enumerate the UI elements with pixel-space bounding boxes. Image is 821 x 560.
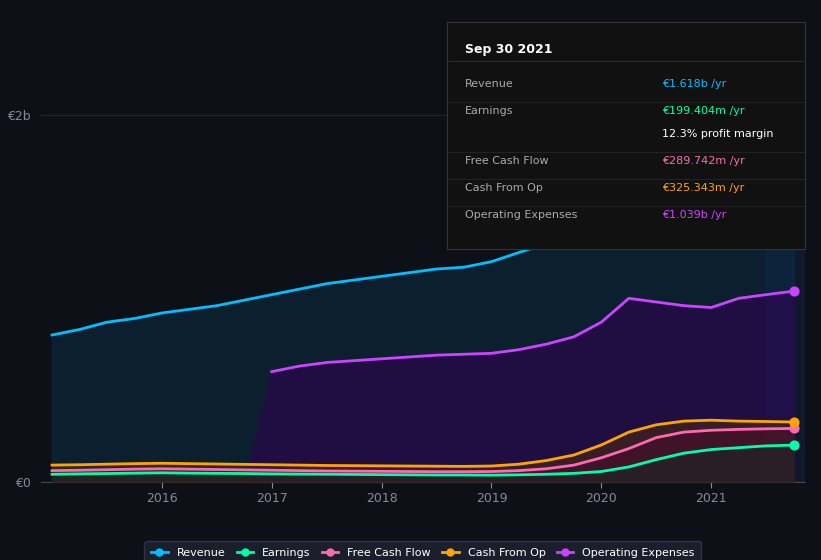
Point [787, 287, 800, 296]
Text: Revenue: Revenue [466, 78, 514, 88]
Text: Cash From Op: Cash From Op [466, 183, 544, 193]
Text: 12.3% profit margin: 12.3% profit margin [662, 129, 773, 138]
Text: Sep 30 2021: Sep 30 2021 [466, 43, 553, 56]
Point [787, 424, 800, 433]
Bar [766, 78, 805, 482]
Text: €199.404m /yr: €199.404m /yr [662, 106, 744, 116]
Point [787, 180, 800, 189]
Text: €325.343m /yr: €325.343m /yr [662, 183, 744, 193]
Point [787, 418, 800, 427]
Text: €289.742m /yr: €289.742m /yr [662, 156, 745, 166]
Point [787, 441, 800, 450]
Text: Free Cash Flow: Free Cash Flow [466, 156, 549, 166]
Text: €1.618b /yr: €1.618b /yr [662, 78, 726, 88]
Text: Earnings: Earnings [466, 106, 514, 116]
Legend: Revenue, Earnings, Free Cash Flow, Cash From Op, Operating Expenses: Revenue, Earnings, Free Cash Flow, Cash … [144, 542, 701, 560]
Text: €1.039b /yr: €1.039b /yr [662, 210, 726, 220]
Text: Operating Expenses: Operating Expenses [466, 210, 578, 220]
